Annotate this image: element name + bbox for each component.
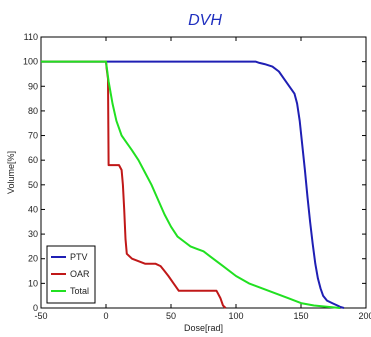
legend-label-total: Total [70,286,89,296]
y-tick-label: 100 [23,57,38,67]
x-tick-label: -50 [34,311,47,321]
y-tick-label: 10 [28,278,38,288]
y-tick-label: 30 [28,229,38,239]
y-tick-label: 80 [28,106,38,116]
y-axis-label: Volume[%] [6,151,16,194]
y-tick-label: 0 [33,303,38,313]
series-line-total [41,60,341,309]
legend: PTV OAR Total [46,245,96,304]
y-tick-label: 110 [24,32,38,42]
plot-frame [40,36,367,309]
y-tick-label: 50 [28,180,38,190]
y-tick-label: 60 [28,155,38,165]
x-axis-label: Dose[rad] [184,323,223,333]
legend-label-oar: OAR [70,269,90,279]
y-tick-label: 40 [28,204,38,214]
series-line-oar [41,60,227,309]
x-tick-label: 0 [103,311,108,321]
x-tick-label: 150 [293,311,308,321]
chart-title: DVH [188,12,222,29]
series-line-ptv [41,60,345,309]
legend-label-ptv: PTV [70,252,88,262]
x-tick-label: 100 [228,311,243,321]
x-tick-label: 200 [358,311,371,321]
y-tick-label: 20 [28,254,38,264]
y-tick-label: 70 [28,131,38,141]
y-tick-label: 90 [28,81,38,91]
x-tick-label: 50 [166,311,176,321]
series-lines [41,60,345,309]
